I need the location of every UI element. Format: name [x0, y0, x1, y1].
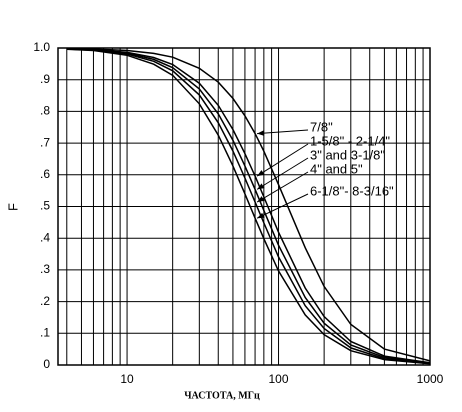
x-axis-label: ЧАСТОТА, МГц — [184, 390, 260, 401]
curve — [66, 48, 431, 365]
y-tick-label: .8 — [40, 104, 50, 118]
y-axis-label: F — [5, 203, 20, 211]
y-tick-label: .9 — [40, 72, 50, 86]
curve — [66, 48, 431, 365]
x-tick-label: 1000 — [417, 372, 444, 386]
curve — [66, 47, 431, 362]
curve — [66, 48, 431, 364]
legend-arrow — [256, 193, 309, 219]
y-tick-label: .3 — [40, 262, 50, 276]
y-tick-label: 0 — [43, 357, 50, 371]
y-tick-label: .5 — [40, 199, 50, 213]
y-tick-label: .4 — [40, 230, 50, 244]
legend-arrow — [256, 157, 309, 190]
y-tick-label: .7 — [40, 135, 50, 149]
x-tick-label: 10 — [120, 372, 134, 386]
y-tick-label: .6 — [40, 167, 50, 181]
legend-label: 7/8" — [310, 119, 333, 134]
y-tick-label: .1 — [40, 325, 50, 339]
y-tick-label: 1.0 — [33, 40, 50, 54]
legend-arrow — [257, 129, 309, 136]
curve — [66, 47, 431, 364]
x-tick-label: 100 — [269, 372, 289, 386]
legend-label: 6-1/8"- 8-3/16" — [310, 183, 394, 198]
legend-label: 4" and 5" — [310, 161, 363, 176]
legend-arrow — [256, 143, 309, 177]
plot-frame — [57, 47, 431, 366]
legend-label: 3" and 3-1/8" — [310, 147, 385, 162]
y-tick-label: .2 — [40, 294, 50, 308]
legend-arrow — [256, 171, 309, 203]
legend-label: 1-5/8" - 2-1/4" — [310, 133, 390, 148]
